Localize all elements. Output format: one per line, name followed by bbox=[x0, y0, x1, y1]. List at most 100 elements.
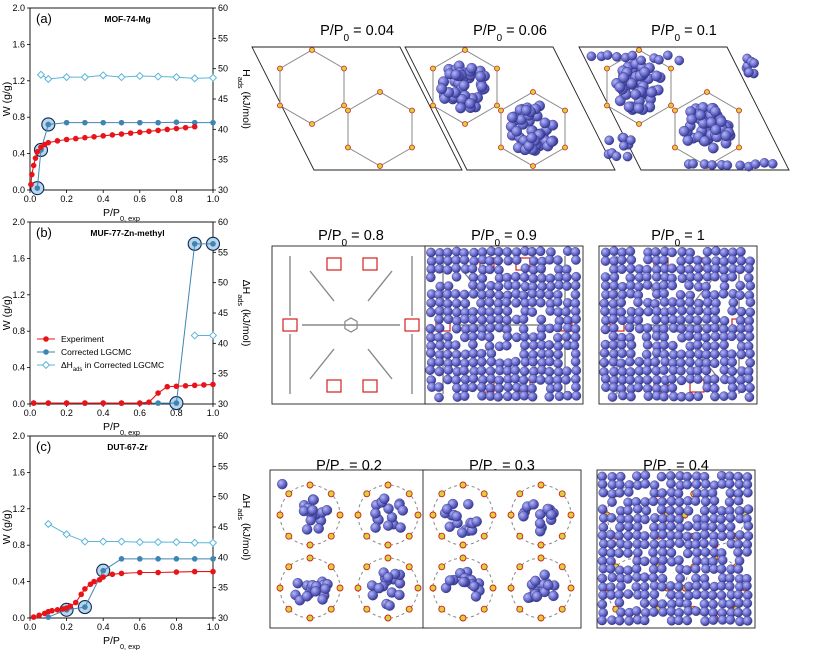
adsorbate-sphere bbox=[642, 340, 653, 350]
metal-node bbox=[516, 532, 524, 540]
dh-point bbox=[208, 538, 218, 547]
adsorbate-sphere bbox=[477, 357, 487, 367]
adsorbate-sphere bbox=[651, 272, 662, 282]
adsorbate-sphere bbox=[639, 66, 651, 78]
adsorbate-sphere bbox=[725, 488, 736, 498]
metal-node bbox=[604, 102, 610, 109]
adsorbate-sphere bbox=[639, 581, 650, 592]
adsorbate-sphere bbox=[586, 51, 597, 62]
metal-node bbox=[306, 481, 314, 489]
x-tick-label: 0.2 bbox=[60, 194, 73, 204]
dh-point bbox=[44, 74, 53, 84]
metal-node bbox=[285, 532, 293, 540]
y-right-tick-label: 30 bbox=[218, 613, 228, 623]
experiment-point bbox=[54, 607, 61, 613]
adsorbate-sphere bbox=[548, 590, 559, 602]
adsorbate-sphere bbox=[536, 297, 546, 308]
adsorbate-sphere bbox=[641, 505, 652, 516]
experiment-point bbox=[173, 383, 180, 390]
adsorbate-sphere bbox=[618, 72, 630, 84]
metal-node bbox=[276, 584, 284, 592]
adsorbate-sphere bbox=[623, 589, 634, 599]
y-left-tick-label: 0.4 bbox=[12, 577, 25, 587]
y-right-tick-label: 30 bbox=[218, 399, 228, 409]
adsorbate-sphere bbox=[466, 62, 478, 74]
adsorbate-sphere bbox=[717, 555, 728, 565]
adsorbate-sphere bbox=[633, 382, 644, 393]
metal-node bbox=[516, 563, 524, 571]
y-right-tick-label: 40 bbox=[218, 552, 228, 562]
adsorbate-sphere bbox=[554, 391, 565, 402]
adsorbate-sphere bbox=[615, 479, 625, 490]
legend-dh-label-sub: ads bbox=[73, 367, 83, 373]
adsorbate-sphere bbox=[485, 264, 495, 275]
adsorbate-sphere bbox=[484, 332, 495, 342]
snapshot-title-eq: = bbox=[680, 228, 697, 244]
adsorbate-sphere bbox=[443, 365, 454, 375]
adsorbate-sphere bbox=[710, 305, 721, 316]
adsorbate-sphere bbox=[570, 324, 581, 334]
adsorbate-sphere bbox=[733, 564, 744, 574]
metal-node bbox=[558, 532, 566, 540]
adsorbate-sphere bbox=[544, 289, 554, 300]
snapshot-title-sub: 0 bbox=[675, 33, 681, 44]
legend-lgcmc-label: Corrected LGCMC bbox=[61, 347, 131, 357]
y-left-axis-title: W (g/g) bbox=[1, 510, 13, 544]
snapshot-title-sub: 0 bbox=[342, 238, 348, 249]
adsorbate-sphere bbox=[535, 289, 546, 299]
experiment-point bbox=[30, 400, 37, 406]
adsorbate-sphere bbox=[600, 272, 611, 282]
dh-point bbox=[62, 530, 71, 539]
adsorbate-sphere bbox=[476, 81, 488, 92]
adsorbate-sphere bbox=[624, 322, 635, 333]
adsorbate-sphere bbox=[553, 255, 563, 265]
y-right-tick-label: 35 bbox=[218, 583, 228, 593]
adsorbate-sphere bbox=[608, 331, 619, 342]
unit-cell bbox=[251, 46, 463, 171]
adsorbate-sphere bbox=[434, 392, 444, 403]
y-right-axis-title-main: ΔH bbox=[240, 280, 252, 295]
metal-node bbox=[327, 490, 335, 498]
adsorbate-sphere bbox=[745, 297, 756, 308]
adsorbate-sphere bbox=[684, 331, 694, 341]
adsorbate-sphere bbox=[675, 522, 685, 533]
adsorbate-sphere bbox=[707, 160, 717, 170]
metal-node bbox=[405, 532, 413, 540]
adsorbate-sphere bbox=[690, 564, 701, 574]
adsorbate-sphere bbox=[543, 580, 554, 591]
snapshot-title-eq: = bbox=[680, 23, 697, 39]
experiment-point bbox=[91, 133, 97, 140]
adsorbate-sphere bbox=[426, 307, 436, 318]
adsorbate-sphere bbox=[736, 246, 746, 257]
adsorbate-sphere bbox=[676, 357, 686, 368]
snapshot-row1-col1: P/P0 = 0.04 bbox=[251, 23, 463, 171]
adsorbate-sphere bbox=[744, 67, 754, 78]
framework-linker bbox=[309, 348, 335, 380]
adsorbate-sphere bbox=[648, 547, 658, 558]
experiment-point bbox=[82, 400, 88, 406]
adsorbate-sphere bbox=[624, 616, 634, 626]
adsorbate-sphere bbox=[395, 522, 406, 533]
adsorbate-sphere bbox=[615, 522, 625, 533]
adsorbate-sphere bbox=[692, 340, 703, 350]
adsorbate-sphere bbox=[708, 615, 719, 625]
adsorbate-sphere bbox=[701, 289, 712, 300]
metal-node bbox=[363, 532, 371, 540]
lgcmc-point bbox=[118, 119, 125, 126]
dh-point bbox=[153, 538, 163, 547]
adsorbate-sphere bbox=[546, 509, 557, 520]
snapshot-row1-col2: P/P0 = 0.06 bbox=[404, 23, 616, 171]
adsorbate-sphere bbox=[654, 55, 664, 65]
metal-node bbox=[459, 614, 467, 622]
adsorbate-sphere bbox=[458, 576, 469, 588]
adsorbate-sphere bbox=[632, 522, 643, 532]
adsorbate-sphere bbox=[571, 255, 581, 265]
adsorbate-sphere bbox=[656, 471, 667, 482]
adsorbate-sphere bbox=[742, 616, 753, 626]
adsorbate-sphere bbox=[659, 288, 669, 299]
metal-node bbox=[668, 102, 674, 109]
adsorbate-sphere bbox=[634, 356, 645, 367]
dh-point bbox=[99, 537, 108, 546]
dh-point bbox=[36, 70, 46, 79]
